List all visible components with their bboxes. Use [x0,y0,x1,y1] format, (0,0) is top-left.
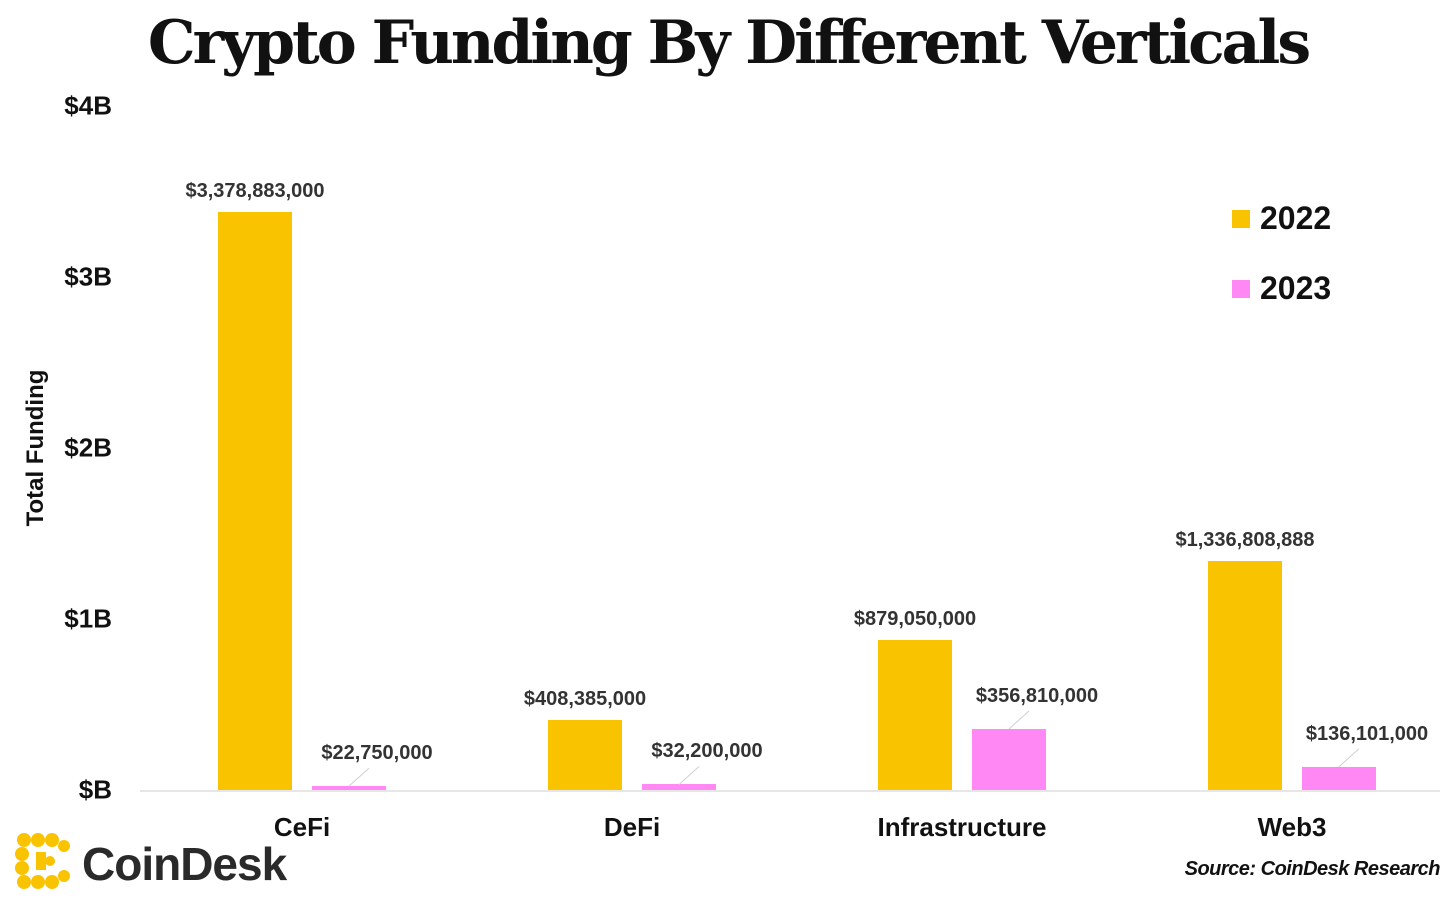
legend-item: 2023 [1232,270,1331,307]
x-tick-label: CeFi [273,812,331,842]
leader-line [678,766,700,785]
brand: CoinDesk [14,832,287,895]
leader-line [1008,710,1030,730]
y-tick-label: $3B [64,261,112,292]
y-tick-label: $2B [64,432,112,463]
data-label: $356,810,000 [975,684,1099,707]
data-label: $32,200,000 [651,740,763,763]
bar-2023-cefi [312,786,386,790]
x-tick-label: DeFi [603,812,661,842]
bar-2022-defi [548,720,622,790]
leader-line [348,767,370,787]
y-tick-label: $B [78,774,112,805]
bar-2023-infrastructure [972,728,1046,790]
chart-title: Crypto Funding By Different Verticals [147,8,1311,78]
y-tick-label: $1B [64,603,112,634]
data-label: $879,050,000 [853,607,977,630]
legend-item: 2022 [1232,200,1331,237]
brand-name: CoinDesk [82,837,287,890]
data-label: $3,378,883,000 [185,180,325,203]
bar-2022-web3 [1208,561,1282,790]
data-label: $136,101,000 [1305,722,1429,745]
legend-swatch [1232,209,1250,228]
x-tick-label: Web3 [1257,812,1327,842]
bar-2023-web3 [1302,766,1376,790]
y-tick-label: $4B [64,90,112,121]
bar-2023-defi [642,784,716,790]
data-label: $1,336,808,888 [1175,529,1315,552]
data-label: $408,385,000 [523,688,647,711]
coindesk-logo-icon [14,832,72,895]
source-note: Source: CoinDesk Research [1184,858,1441,880]
bar-2022-cefi [218,212,292,790]
legend-label: 2023 [1260,270,1332,306]
legend-label: 2022 [1260,200,1332,236]
data-label: $22,750,000 [321,742,433,765]
leader-line [1338,748,1360,768]
x-tick-label: Infrastructure [877,812,1047,842]
x-axis-baseline [140,790,1440,792]
legend-swatch [1232,279,1250,298]
bar-2022-infrastructure [878,639,952,790]
